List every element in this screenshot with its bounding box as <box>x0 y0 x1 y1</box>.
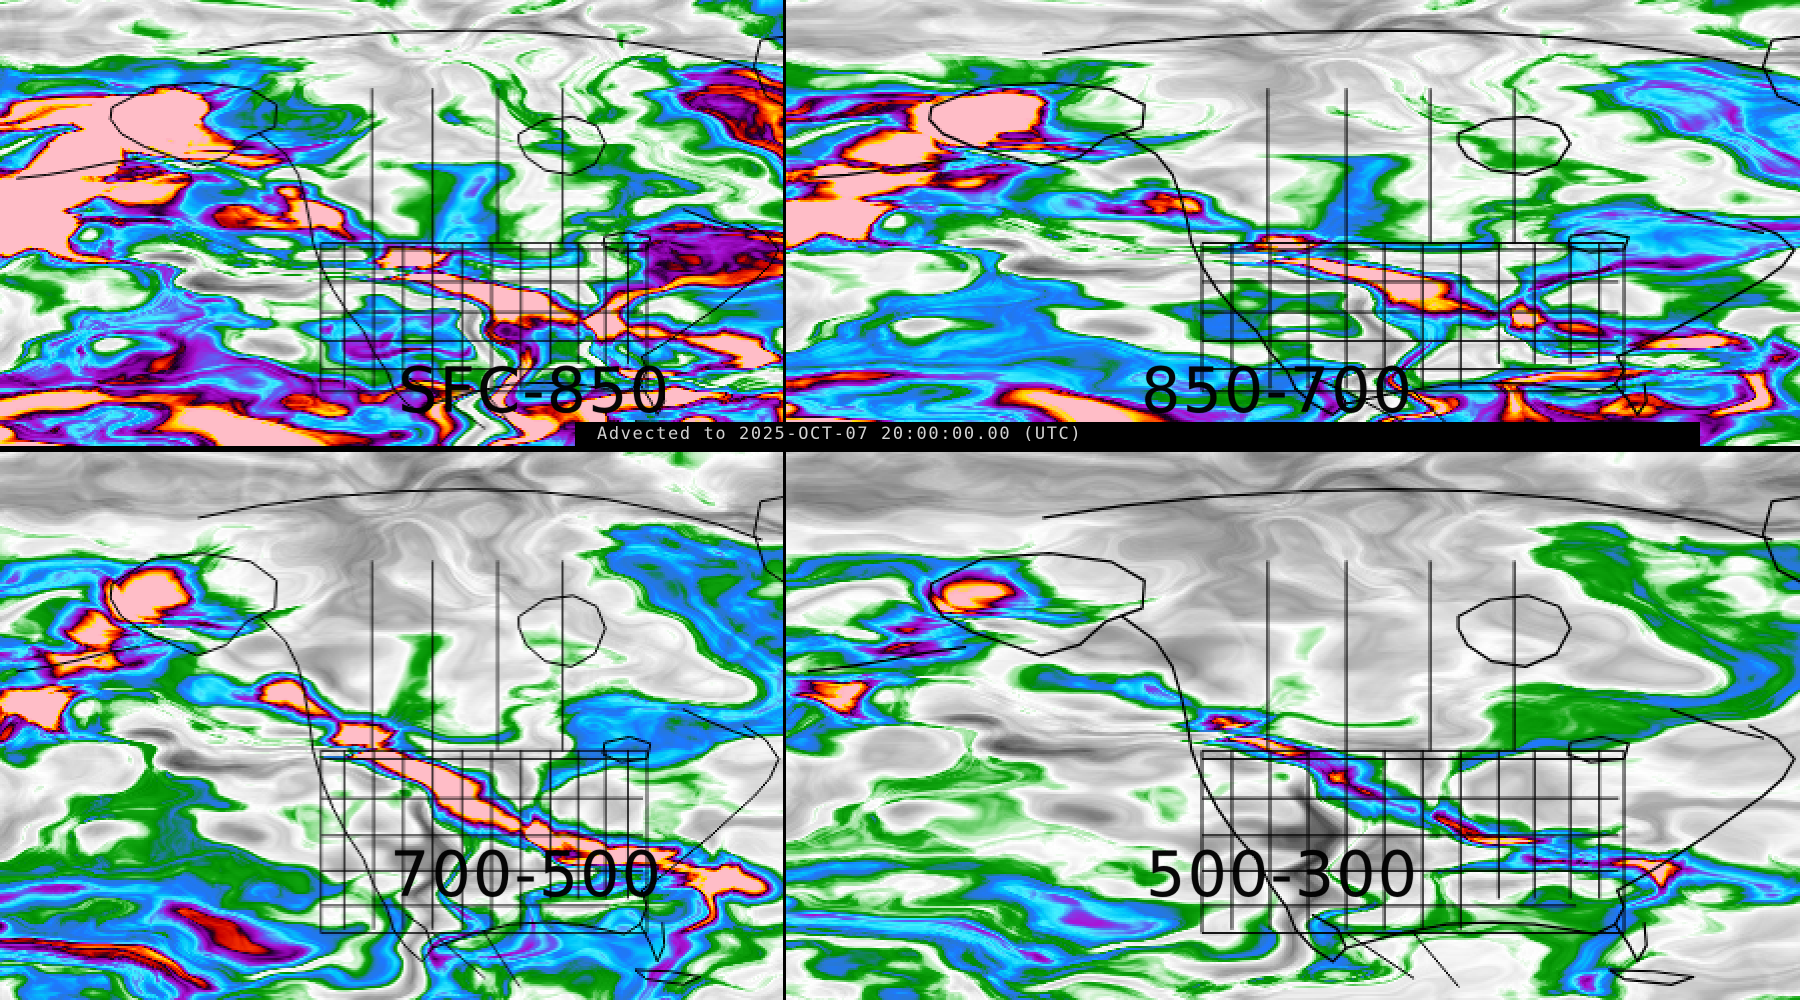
map-image-700-500 <box>0 452 783 1000</box>
panel-divider-horizontal <box>0 446 1800 452</box>
timestamp-caption-bar: Advected to 2025-OCT-07 20:00:00.00 (UTC… <box>575 422 1700 446</box>
panel-divider-vertical <box>783 0 786 1000</box>
map-image-850-700 <box>786 0 1800 446</box>
map-image-500-300 <box>786 452 1800 1000</box>
panel-500-300[interactable]: 500-300 <box>786 452 1800 1000</box>
map-image-sfc-850 <box>0 0 783 446</box>
timestamp-caption-text: Advected to 2025-OCT-07 20:00:00.00 (UTC… <box>597 424 1083 444</box>
panel-700-500[interactable]: 700-500 <box>0 452 783 1000</box>
panel-850-700[interactable]: 850-700 <box>786 0 1800 446</box>
panel-sfc-850[interactable]: SFC-850 <box>0 0 783 446</box>
